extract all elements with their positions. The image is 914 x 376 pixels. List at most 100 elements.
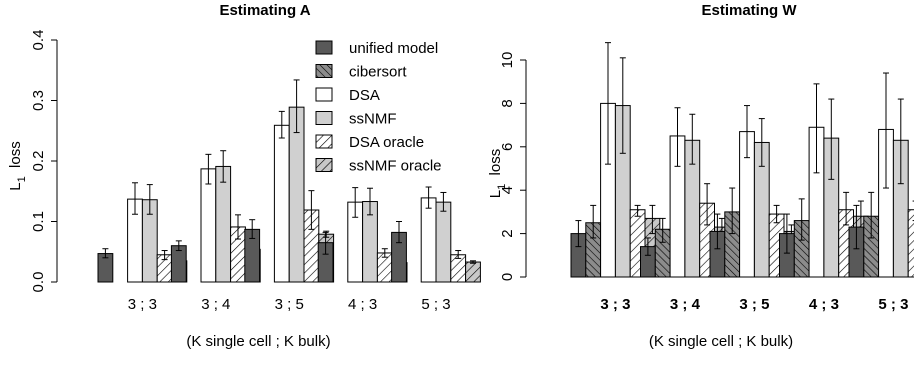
error-bar-cibersort [729, 187, 736, 235]
y-tick-label: 0.1 [30, 211, 47, 232]
error-bar-dsa-oracle [455, 250, 462, 259]
y-tick-label: 6 [499, 143, 516, 151]
error-bar-dsa [425, 186, 432, 209]
y-axis-label-a-main: L [7, 182, 24, 190]
legend-label-dsa-oracle: DSA oracle [349, 134, 424, 151]
panel-estimating-w: Estimating W 0 2 4 6 8 10 3 ; 3 3 ; 4 3 ; 5 4 ; … [487, 2, 914, 350]
legend-swatch-unified-model [315, 40, 333, 55]
x-axis-label-w: (K single cell ; K bulk) [649, 333, 793, 350]
error-bar-unified-model [644, 237, 651, 256]
error-bar-dsa [205, 153, 212, 185]
y-axis-label-a-subscript: 1 [16, 176, 28, 182]
legend: unified model cibersort DSA ssNMF DSA oracle… [315, 40, 442, 175]
y-tick-label: 0.0 [30, 272, 47, 293]
y-tick-label: 0 [499, 273, 516, 281]
category-label: 3 ; 5 [739, 296, 769, 313]
error-bar-dsa [278, 110, 285, 139]
category-label: 4 ; 3 [348, 296, 377, 313]
error-bar-dsa [744, 105, 750, 159]
legend-swatch-dsa-oracle [315, 134, 333, 149]
y-tick-label: 8 [499, 99, 516, 107]
error-bar-unified-model [853, 204, 860, 250]
error-bar-ssnmf [146, 184, 153, 215]
y-axis-label-w-subscript: 1 [496, 184, 508, 190]
category-label: 3 ; 3 [128, 296, 157, 313]
y-axis-label-w-main: L [487, 190, 504, 198]
error-bar-ssnmf [367, 187, 373, 216]
error-bar-cibersort [798, 198, 805, 241]
legend-swatch-ssnmf [315, 111, 333, 125]
chart-title-a: Estimating A [219, 2, 310, 19]
legend-label-ssnmf: ssNMF [349, 111, 397, 128]
error-bar-dsa-oracle [308, 190, 315, 230]
error-bar-dsa-oracle [704, 183, 711, 226]
error-bar-ssnmf-oracle [470, 260, 476, 264]
bar-ssnmf [435, 201, 452, 283]
bar-ssnmf [215, 165, 232, 283]
category-label: 4 ; 3 [809, 296, 839, 313]
panel-estimating-a: Estimating A 0.0 0.1 0.2 0.3 0.4 3 ; 3 3 ; 4 3… [7, 2, 481, 350]
y-axis-label-w-suffix: loss [487, 149, 504, 184]
error-bar-unified-model [322, 231, 329, 255]
error-bar-ssnmf-oracle [649, 204, 656, 235]
error-bar-cibersort [659, 217, 666, 243]
error-bar-unified-model [396, 221, 402, 244]
error-bar-dsa [813, 83, 820, 174]
error-bar-dsa [352, 187, 359, 218]
error-bar-dsa [132, 182, 138, 215]
bar-dsa [273, 124, 290, 283]
error-bar-ssnmf [897, 98, 904, 185]
y-tick-label: 4 [499, 186, 516, 194]
error-bar-unified-model [714, 213, 721, 250]
error-bar-dsa-oracle [773, 204, 780, 224]
error-bar-dsa-oracle [634, 204, 641, 217]
legend-label-unified-model: unified model [349, 40, 438, 57]
category-label: 3 ; 3 [600, 296, 630, 313]
category-label: 3 ; 4 [670, 296, 701, 313]
error-bar-unified-model [783, 213, 790, 254]
bar-ssnmf [288, 106, 305, 283]
error-bar-unified-model [102, 248, 109, 259]
error-bar-dsa-oracle [161, 250, 168, 261]
error-bar-dsa [883, 72, 889, 189]
legend-label-ssnmf-oracle: ssNMF oracle [349, 158, 442, 175]
error-bar-ssnmf [689, 113, 696, 165]
legend-label-dsa: DSA [349, 87, 380, 104]
error-bar-dsa-oracle [381, 248, 388, 258]
y-tick-label: 10 [499, 52, 516, 69]
error-bar-cibersort [868, 191, 875, 239]
legend-swatch-cibersort [315, 64, 333, 78]
legend-swatch-dsa [315, 87, 333, 102]
bar-dsa-oracle [907, 209, 914, 278]
error-bar-ssnmf [440, 191, 447, 212]
error-bar-unified-model [175, 240, 182, 252]
y-axis-label-a: L1 loss [7, 141, 28, 190]
error-bar-ssnmf [619, 57, 626, 154]
y-tick-label: 0.4 [30, 30, 47, 51]
error-bar-ssnmf [828, 98, 835, 180]
error-bar-cibersort [590, 204, 597, 239]
error-bar-dsa-oracle [235, 214, 241, 240]
error-bar-unified-model [249, 219, 256, 239]
error-bar-ssnmf [220, 150, 227, 183]
category-label: 3 ; 4 [201, 296, 230, 313]
bar-dsa [200, 168, 217, 283]
error-bar-ssnmf [293, 79, 300, 134]
error-bar-dsa-oracle [843, 191, 850, 226]
bar-unified-model [170, 245, 187, 283]
chart-title-w: Estimating W [701, 2, 797, 19]
legend-swatch-ssnmf-oracle [315, 158, 333, 172]
bar-ssnmf-oracle [465, 261, 481, 283]
error-bar-ssnmf [758, 118, 765, 167]
category-label: 3 ; 5 [275, 296, 304, 313]
y-tick-label: 0.2 [30, 151, 47, 172]
error-bar-dsa [605, 42, 611, 165]
x-axis-label-a: (K single cell ; K bulk) [186, 333, 330, 350]
error-bar-unified-model [575, 220, 582, 248]
error-bar-dsa [674, 107, 681, 167]
category-label: 5 ; 3 [421, 296, 450, 313]
y-tick-label: 0.3 [30, 90, 47, 111]
y-tick-label: 2 [499, 229, 516, 237]
y-axis-label-a-suffix: loss [7, 141, 24, 176]
